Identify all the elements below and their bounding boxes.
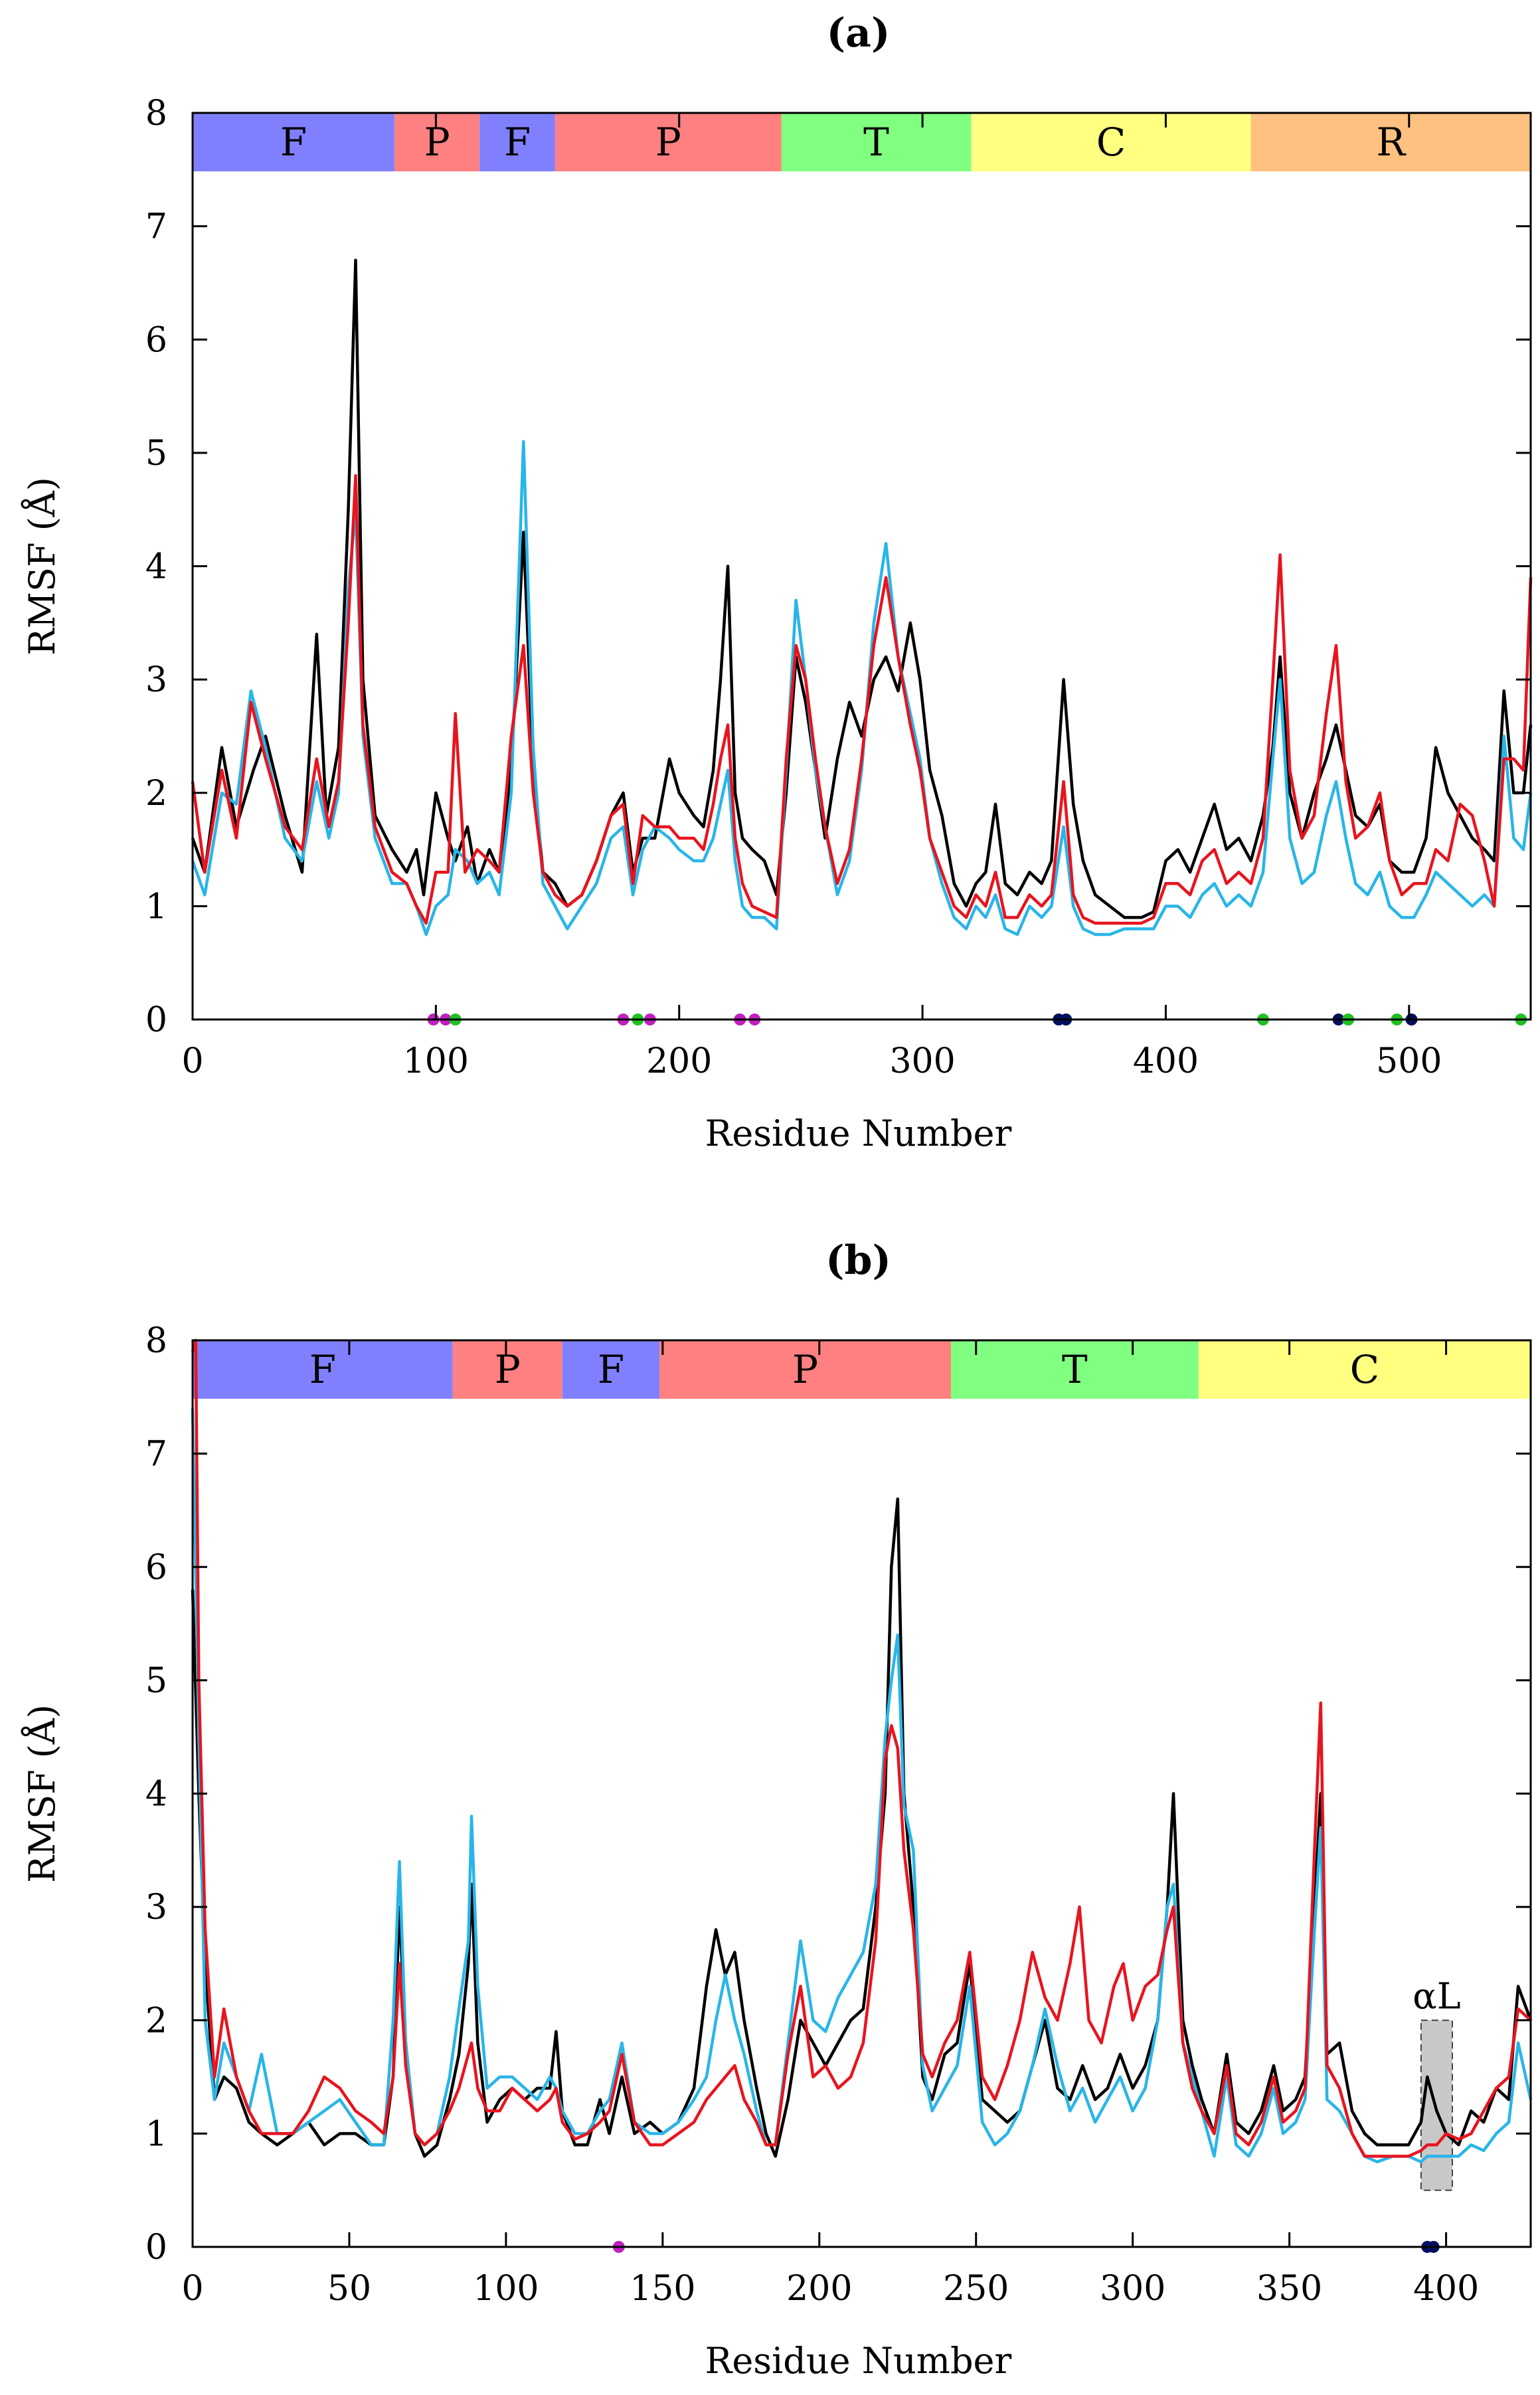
panel-title: (b) <box>825 1237 891 1284</box>
y-tick-label: 4 <box>145 1775 167 1815</box>
domain-label: F <box>598 1347 624 1392</box>
domain-segment <box>659 1340 951 1399</box>
y-tick-label: 8 <box>145 1321 167 1361</box>
domain-segment <box>555 113 782 171</box>
domain-segment <box>1250 113 1531 171</box>
domain-segment <box>193 1340 453 1399</box>
y-tick-label: 6 <box>145 320 167 360</box>
x-tick-label: 250 <box>943 2269 1009 2309</box>
domain-label: P <box>655 120 681 165</box>
series-line-red <box>191 474 1533 925</box>
y-tick-label: 5 <box>145 1661 167 1701</box>
x-tick-label: 100 <box>403 1041 469 1081</box>
y-axis-title: RMSF (Å) <box>20 477 63 656</box>
x-tick-label: 400 <box>1413 2269 1479 2309</box>
panel-a: (a) F P F P T C R 0 1 2 3 4 5 6 7 8 0 100 200 300 400 500 Resid… <box>20 10 1533 1154</box>
series-line-black <box>191 258 1533 919</box>
x-tick-label: 150 <box>630 2269 695 2309</box>
domain-segment <box>950 1340 1199 1399</box>
domain-segment <box>562 1340 660 1399</box>
domain-label: T <box>1062 1347 1088 1392</box>
y-tick-label: 3 <box>145 1888 167 1927</box>
y-tick-label: 2 <box>145 774 167 814</box>
y-tick-label: 1 <box>145 2114 167 2154</box>
domain-label: F <box>504 120 531 165</box>
x-tick-label: 400 <box>1133 1041 1199 1081</box>
y-tick-label: 5 <box>145 434 167 474</box>
domain-segment <box>193 113 395 171</box>
domain-segment <box>394 113 480 171</box>
domain-segment <box>971 113 1251 171</box>
y-tick-label: 0 <box>145 1000 167 1040</box>
y-axis-title: RMSF (Å) <box>20 1704 63 1883</box>
domain-segment <box>452 1340 562 1399</box>
domain-label: C <box>1096 120 1126 165</box>
y-tick-label: 1 <box>145 887 167 927</box>
domain-segment <box>1198 1340 1531 1399</box>
domain-label: F <box>280 120 307 165</box>
domain-label: F <box>309 1347 336 1392</box>
y-tick-label: 6 <box>145 1548 167 1587</box>
x-tick-label: 200 <box>786 2269 852 2309</box>
domain-label: P <box>495 1347 521 1392</box>
x-tick-label: 0 <box>181 1041 203 1081</box>
domain-label: P <box>792 1347 818 1392</box>
x-tick-label: 300 <box>889 1041 955 1081</box>
alpha-l-region-box <box>1420 2019 1454 2191</box>
x-tick-label: 100 <box>473 2269 539 2309</box>
x-tick-label: 200 <box>646 1041 712 1081</box>
y-tick-label: 7 <box>145 1435 167 1474</box>
domain-segment <box>479 113 555 171</box>
x-tick-label: 300 <box>1100 2269 1165 2309</box>
plot-frame <box>191 1339 1532 2248</box>
y-tick-label: 7 <box>145 207 167 247</box>
y-tick-label: 0 <box>145 2228 167 2267</box>
domain-label: P <box>424 120 450 165</box>
alpha-l-label: αL <box>1412 1975 1460 2017</box>
panel-title: (a) <box>827 10 891 56</box>
x-tick-label: 350 <box>1256 2269 1322 2309</box>
x-tick-label: 50 <box>327 2269 371 2309</box>
series-line-red <box>191 1338 1532 2158</box>
panel-b: (b) F P F P T CαL 0 1 2 3 4 5 6 7 8 0 50 100 150 200 250 300 35… <box>20 1237 1533 2382</box>
domain-label: T <box>863 120 889 165</box>
y-tick-label: 8 <box>145 94 167 133</box>
x-tick-label: 0 <box>181 2269 203 2309</box>
y-tick-label: 4 <box>145 547 167 587</box>
domain-label: R <box>1377 120 1407 165</box>
x-axis-title: Residue Number <box>705 1112 1012 1154</box>
x-axis-title: Residue Number <box>705 2340 1012 2382</box>
y-tick-label: 3 <box>145 660 167 700</box>
domain-segment <box>781 113 972 171</box>
x-tick-label: 500 <box>1376 1041 1442 1081</box>
domain-label: C <box>1350 1347 1379 1392</box>
y-tick-label: 2 <box>145 2001 167 2041</box>
